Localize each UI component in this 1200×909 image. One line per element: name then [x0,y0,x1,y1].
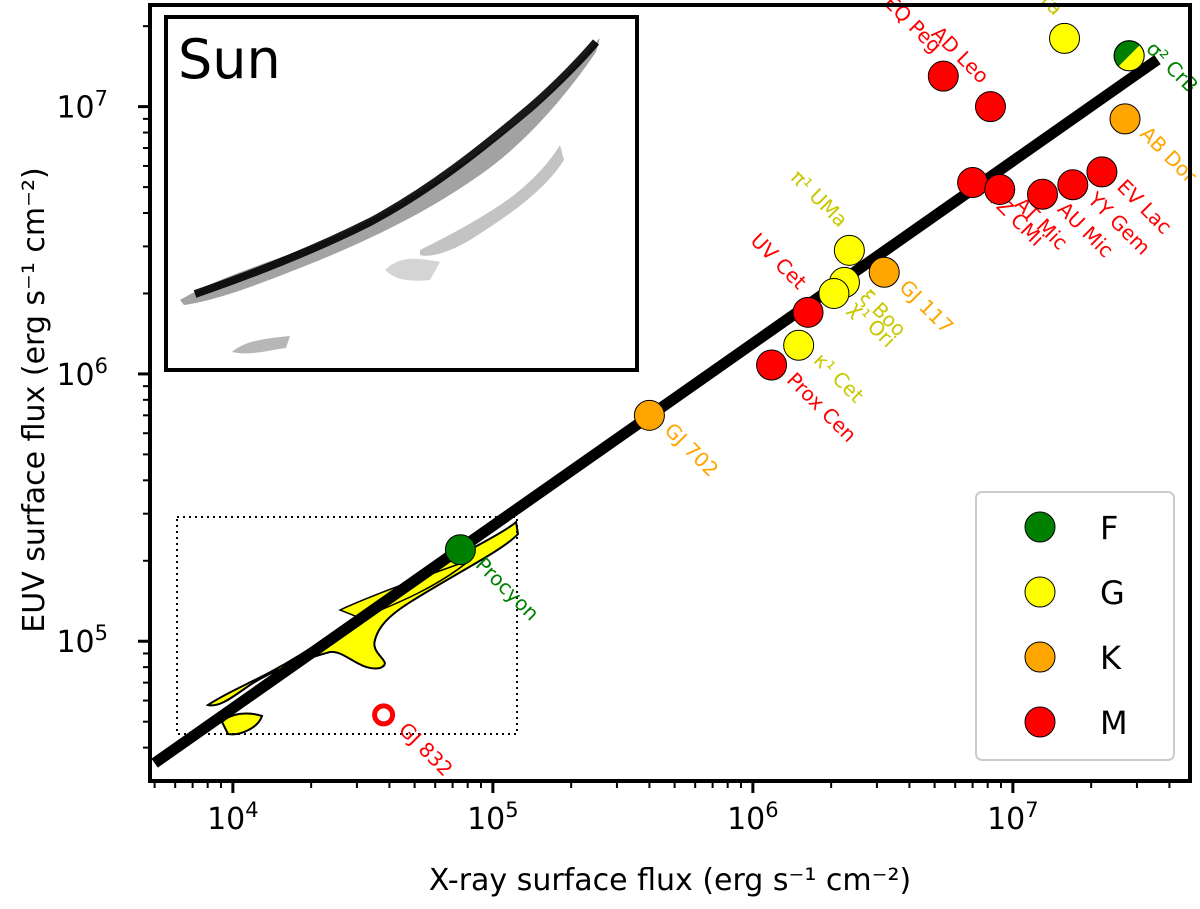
legend-label: G [1100,574,1125,612]
y-axis-title: EUV surface flux (erg s⁻¹ cm⁻²) [17,167,52,632]
star-marker [756,349,788,381]
sun-inset: Sun [164,15,639,372]
star-marker [974,91,1006,123]
star-marker [868,256,900,288]
legend-marker [1024,511,1056,543]
star-marker-half [1118,45,1144,71]
star-marker [1057,169,1089,201]
sun-region-box [176,516,518,735]
plot-frame [148,3,1192,783]
inset-frame [164,15,639,372]
star-marker [927,60,959,92]
star-marker [1109,103,1141,135]
legend-marker [1024,641,1056,673]
x-axis-title: X-ray surface flux (erg s⁻¹ cm⁻²) [429,863,911,898]
legend-box [975,491,1175,761]
legend-marker [1024,706,1056,738]
inset-cloud-bottom [232,336,290,354]
star-marker [792,296,824,328]
legend-label: K [1100,639,1122,677]
star-marker [957,167,989,199]
star-marker-open [372,703,396,727]
star-marker [984,173,1016,205]
inset-cloud-branch [420,145,564,256]
star-marker [1086,156,1118,188]
star-marker-outline [1113,40,1145,72]
inset-title: Sun [178,28,281,91]
star-marker [783,329,815,361]
legend-label: F [1100,509,1118,547]
star-marker [633,399,665,431]
legend-label: M [1100,704,1128,742]
star-marker [833,234,865,266]
legend-marker [1024,576,1056,608]
star-marker [818,277,850,309]
star-marker [1049,22,1081,54]
star-marker [444,534,476,566]
inset-cloud-blob [385,258,440,281]
inset-cloud-core [193,39,600,298]
star-marker [1027,178,1059,210]
sun-cloud-tail [220,712,264,736]
